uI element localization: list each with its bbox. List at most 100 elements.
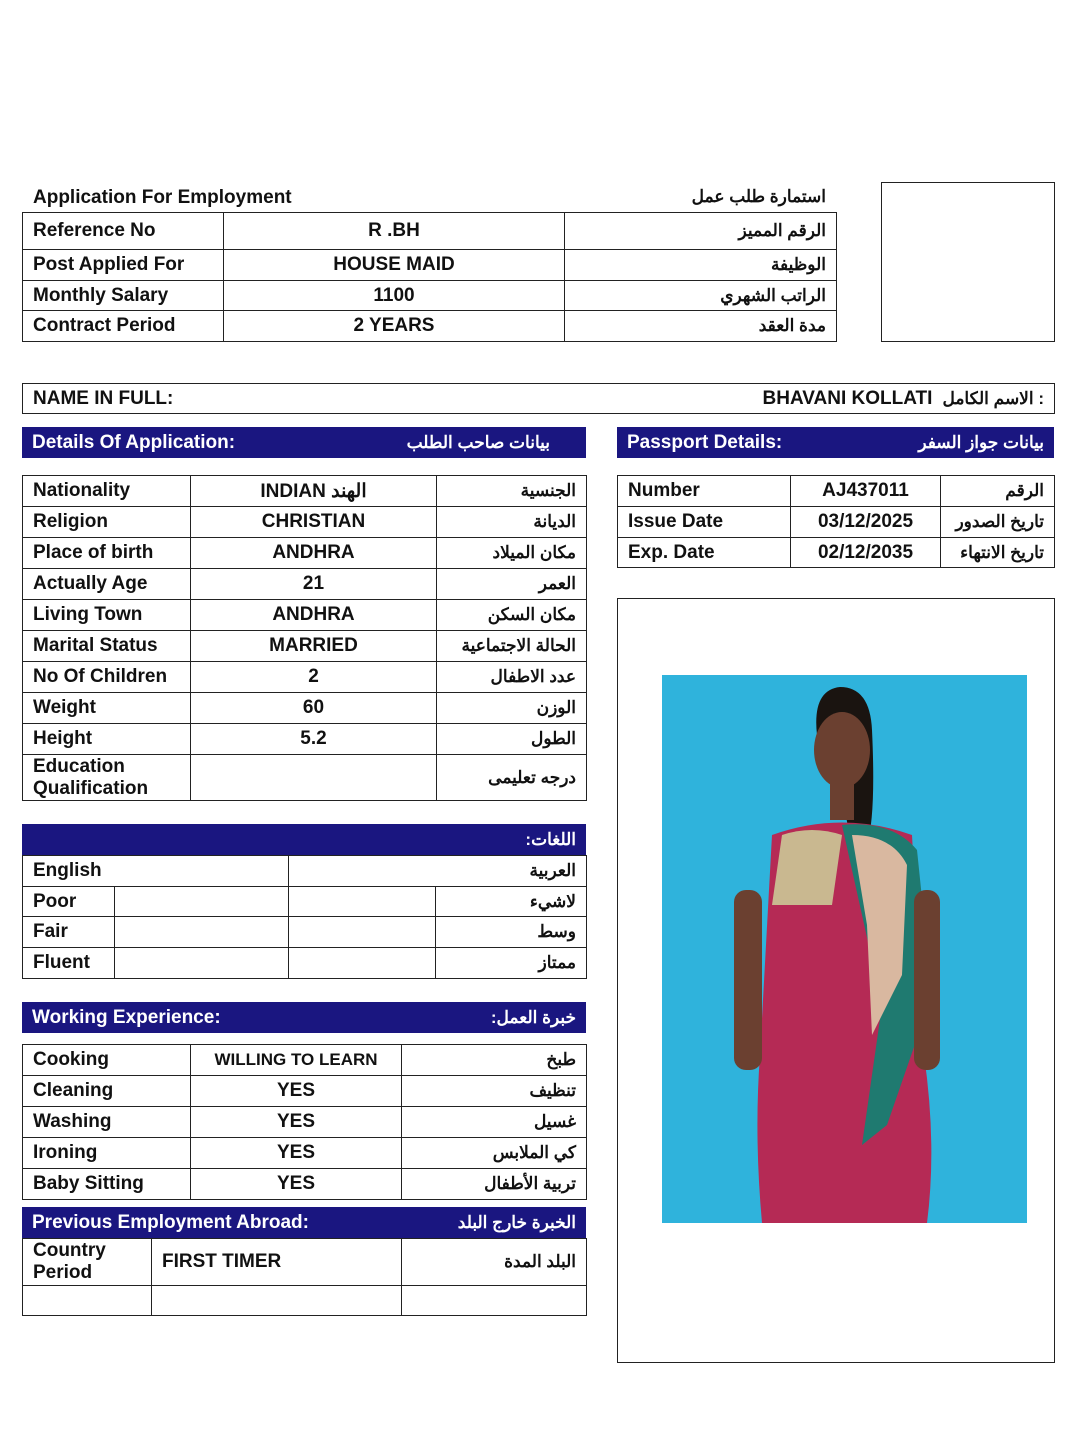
label: Country — [33, 1240, 106, 1261]
name-label-arabic: : الاسم الكامل — [942, 388, 1044, 408]
label-arabic: تاريخ الصدور — [940, 506, 1055, 538]
label: Contract Period — [22, 310, 224, 342]
arabic-level-cell — [288, 886, 436, 917]
label-arabic: الديانة — [436, 506, 587, 538]
full-name-row: NAME IN FULL: BHAVANI KOLLATI : الاسم ال… — [22, 383, 1055, 414]
level-label: Poor — [22, 886, 115, 917]
label-arabic: الوزن — [436, 692, 587, 724]
value: R .BH — [223, 212, 565, 250]
language-english: English — [22, 855, 289, 887]
label-arabic: تاريخ الانتهاء — [940, 537, 1055, 568]
details-header: Details Of Application: بيانات صاحب الطل… — [22, 427, 586, 458]
label-arabic: مكان السكن — [436, 599, 587, 631]
label-arabic: كي الملابس — [401, 1137, 587, 1169]
table-row: Place of birth ANDHRA مكان الميلاد — [22, 537, 587, 569]
languages-table: English العربية Poor لاشيء Fair وسط Fluent م… — [22, 855, 587, 979]
value: 1100 — [223, 280, 565, 311]
value: 02/12/2035 — [790, 537, 941, 568]
label: Monthly Salary — [22, 280, 224, 311]
name-label: NAME IN FULL: — [33, 387, 174, 409]
label: Cooking — [22, 1044, 191, 1076]
table-row: Issue Date 03/12/2025 تاريخ الصدور — [617, 506, 1055, 538]
value: YES — [190, 1137, 402, 1169]
label: Weight — [22, 692, 191, 724]
table-row: Contract Period 2 YEARS مدة العقد — [22, 310, 837, 342]
value: YES — [190, 1106, 402, 1138]
table-row: Ironing YES كي الملابس — [22, 1137, 587, 1169]
value: CHRISTIAN — [190, 506, 437, 538]
arabic-level-cell — [288, 947, 436, 979]
table-row: Number AJ437011 الرقم — [617, 475, 1055, 507]
previous-employment-title: Previous Employment Abroad: — [32, 1211, 309, 1233]
level-label: Fair — [22, 916, 115, 948]
empty-cell — [401, 1285, 587, 1316]
table-row: Religion CHRISTIAN الديانة — [22, 506, 587, 538]
label-arabic: الجنسية — [436, 475, 587, 507]
table-row: Height 5.2 الطول — [22, 723, 587, 755]
label: Exp. Date — [617, 537, 791, 568]
label: Nationality — [22, 475, 191, 507]
label-arabic: عدد الاطفال — [436, 661, 587, 693]
level-label-arabic: ممتاز — [435, 947, 587, 979]
arabic-level-cell — [288, 916, 436, 948]
table-row: Washing YES غسيل — [22, 1106, 587, 1138]
label: Ironing — [22, 1137, 191, 1169]
label-arabic: البلد المدة — [401, 1238, 587, 1286]
label-arabic: الوظيفة — [564, 249, 837, 281]
label-arabic: طبخ — [401, 1044, 587, 1076]
label: Education — [33, 755, 125, 777]
label: Number — [617, 475, 791, 507]
details-title: Details Of Application: — [32, 431, 236, 453]
label-arabic: تنظيف — [401, 1075, 587, 1107]
label: Baby Sitting — [22, 1168, 191, 1200]
label: Post Applied For — [22, 249, 224, 281]
label: Actually Age — [22, 568, 191, 600]
value: FIRST TIMER — [151, 1238, 402, 1286]
form-title-arabic: استمارة طلب عمل — [691, 187, 826, 206]
languages-title-arabic: اللغات: — [525, 829, 576, 849]
table-row: English العربية — [22, 855, 587, 887]
value: 5.2 — [190, 723, 437, 755]
experience-header: Working Experience: خبرة العمل: — [22, 1002, 586, 1033]
experience-table: Cooking WILLING TO LEARN طبخ Cleaning YES تن… — [22, 1044, 587, 1200]
language-arabic: العربية — [288, 855, 587, 887]
table-row: Reference No R .BH الرقم المميز — [22, 212, 837, 250]
label-arabic: الحالة الاجتماعية — [436, 630, 587, 662]
passport-title: Passport Details: — [627, 431, 783, 453]
label-arabic: مدة العقد — [564, 310, 837, 342]
value: 03/12/2025 — [790, 506, 941, 538]
table-row: Cleaning YES تنظيف — [22, 1075, 587, 1107]
table-row: Marital Status MARRIED الحالة الاجتماعية — [22, 630, 587, 662]
value: YES — [190, 1168, 402, 1200]
experience-title-arabic: خبرة العمل: — [490, 1007, 576, 1027]
empty-cell — [151, 1285, 402, 1316]
label: Cleaning — [22, 1075, 191, 1107]
empty-cell — [22, 1285, 152, 1316]
details-title-arabic: بيانات صاحب الطلب — [406, 432, 550, 452]
table-row: Fair وسط — [22, 916, 587, 948]
table-row: Nationality INDIAN الهند الجنسية — [22, 475, 587, 507]
label-arabic: تربية الأطفال — [401, 1168, 587, 1200]
table-row: Post Applied For HOUSE MAID الوظيفة — [22, 249, 837, 281]
table-row: Baby Sitting YES تربية الأطفال — [22, 1168, 587, 1200]
table-row: Fluent ممتاز — [22, 947, 587, 979]
label: Period — [33, 1262, 93, 1283]
table-row — [22, 1285, 587, 1316]
level-label-arabic: لاشيء — [435, 886, 587, 917]
label-arabic: غسيل — [401, 1106, 587, 1138]
experience-title: Working Experience: — [32, 1006, 221, 1028]
value: 2 YEARS — [223, 310, 565, 342]
label: Marital Status — [22, 630, 191, 662]
passport-table: Number AJ437011 الرقم Issue Date 03/12/2025… — [617, 475, 1055, 568]
table-row: Actually Age 21 العمر — [22, 568, 587, 600]
label: Living Town — [22, 599, 191, 631]
passport-header: Passport Details: بيانات جواز السفر — [617, 427, 1054, 458]
label: Issue Date — [617, 506, 791, 538]
level-label-arabic: وسط — [435, 916, 587, 948]
top-info-table: Reference No R .BH الرقم المميز Post Appli… — [22, 212, 837, 342]
table-row: Cooking WILLING TO LEARN طبخ — [22, 1044, 587, 1076]
label: No Of Children — [22, 661, 191, 693]
level-label: Fluent — [22, 947, 115, 979]
label: Religion — [22, 506, 191, 538]
table-row: Exp. Date 02/12/2035 تاريخ الانتهاء — [617, 537, 1055, 568]
